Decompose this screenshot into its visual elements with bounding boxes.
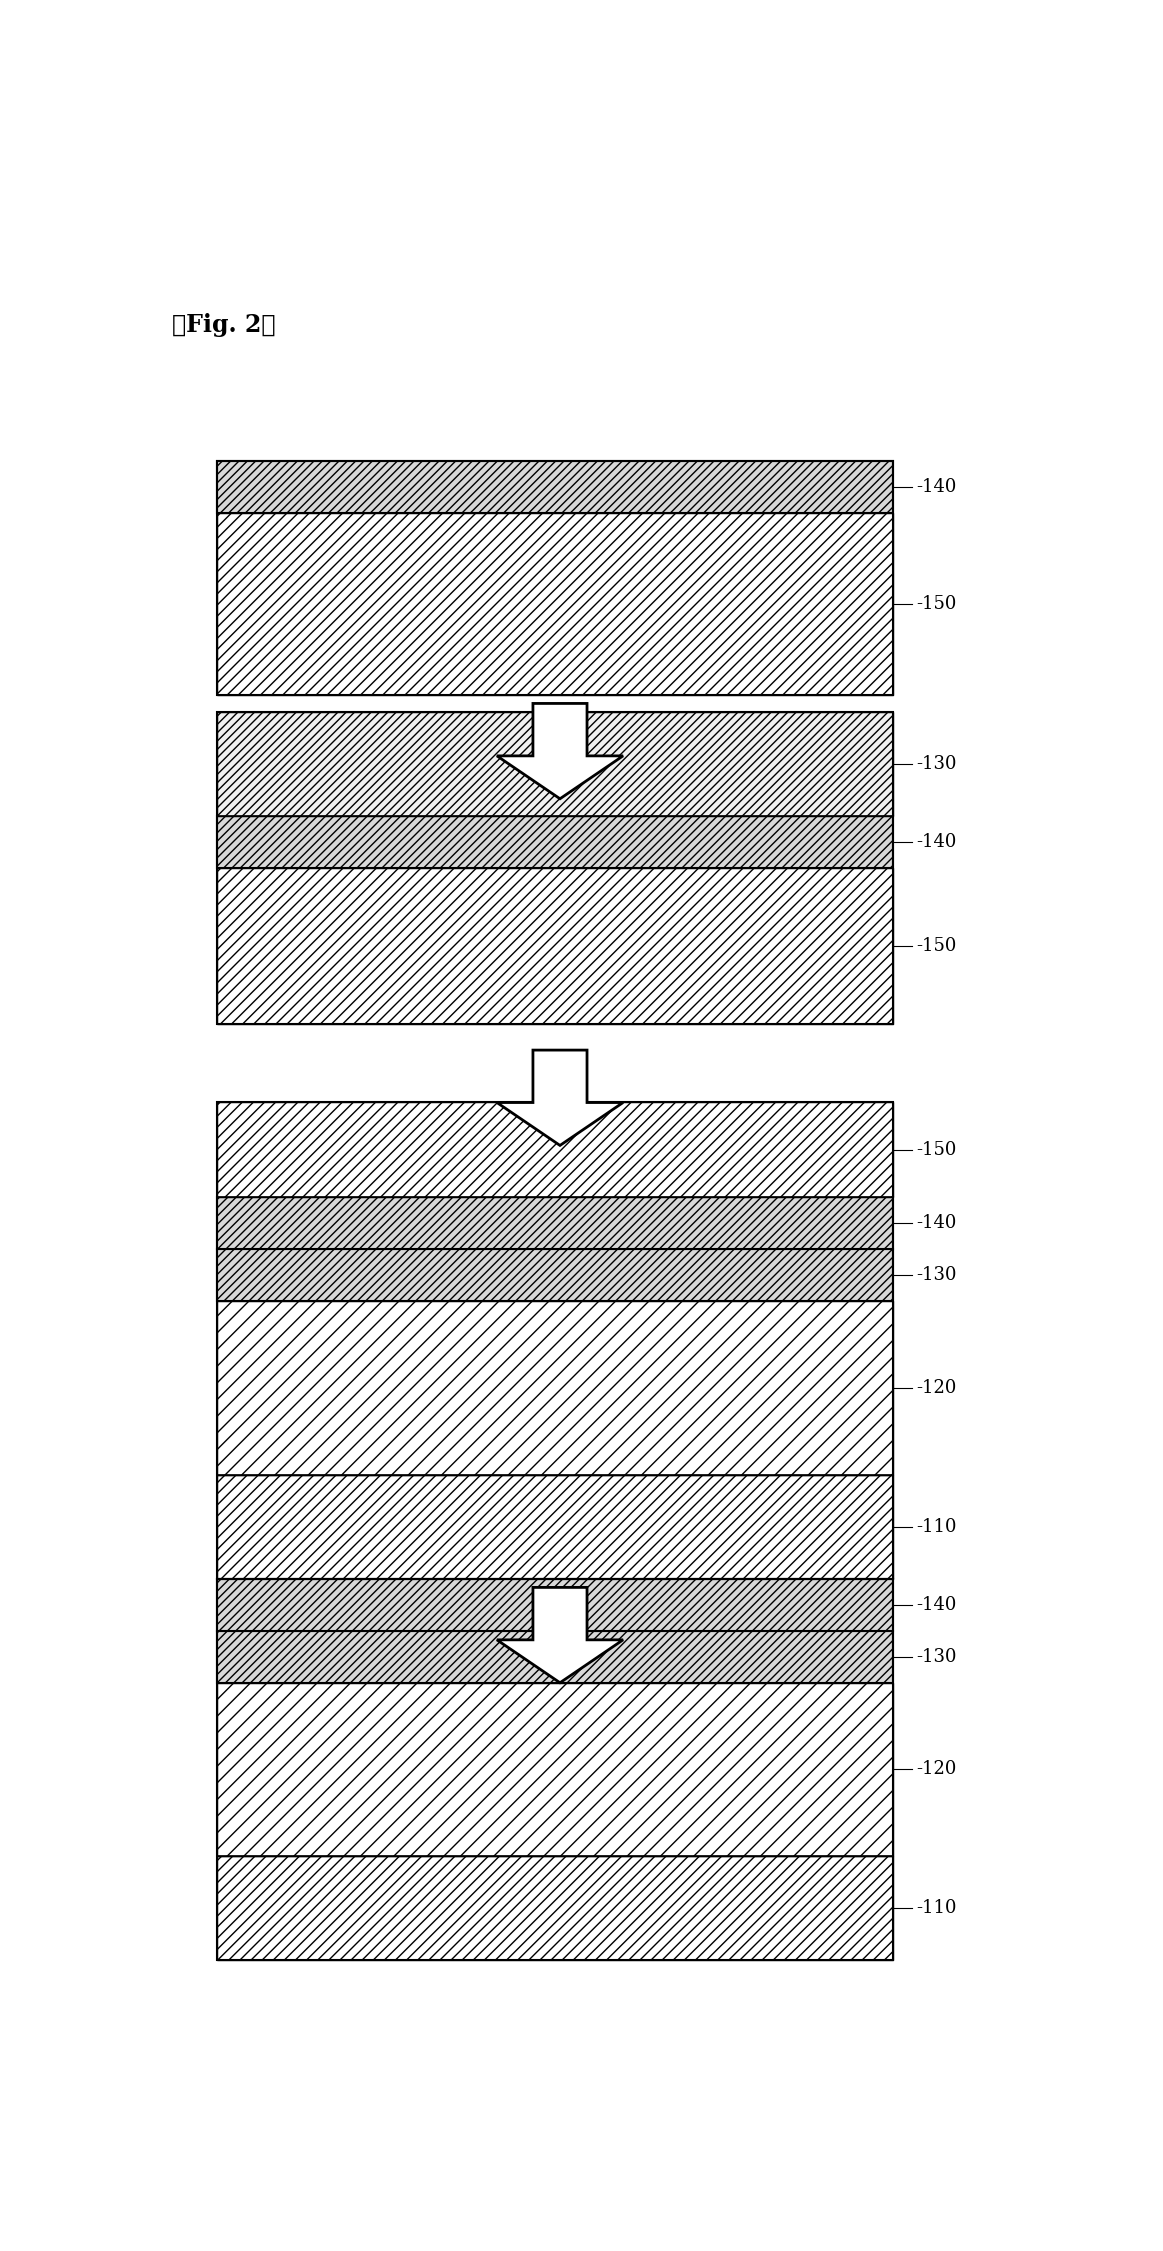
Text: -130: -130 bbox=[916, 754, 956, 772]
Text: -110: -110 bbox=[916, 1517, 956, 1535]
Bar bbox=[217, 817, 893, 869]
Bar bbox=[217, 1578, 893, 1630]
Text: -130: -130 bbox=[916, 1648, 956, 1666]
Bar bbox=[217, 1474, 893, 1578]
Bar bbox=[217, 513, 893, 696]
Bar bbox=[217, 461, 893, 696]
Text: -120: -120 bbox=[916, 1760, 956, 1778]
Bar bbox=[217, 1301, 893, 1474]
Bar bbox=[217, 711, 893, 1024]
Text: -110: -110 bbox=[916, 1900, 956, 1918]
Text: -130: -130 bbox=[916, 1267, 956, 1285]
Bar bbox=[217, 1857, 893, 1961]
Text: -150: -150 bbox=[916, 1141, 956, 1159]
Bar bbox=[217, 1198, 893, 1249]
Polygon shape bbox=[497, 702, 623, 799]
Polygon shape bbox=[497, 1587, 623, 1684]
Bar bbox=[217, 1103, 893, 1198]
Bar bbox=[217, 461, 893, 513]
Bar bbox=[217, 1103, 893, 1578]
Text: -140: -140 bbox=[916, 1216, 956, 1231]
Bar bbox=[217, 711, 893, 817]
Polygon shape bbox=[497, 1049, 623, 1146]
Text: -140: -140 bbox=[916, 833, 956, 851]
Text: 』Fig. 2】: 』Fig. 2】 bbox=[172, 313, 276, 338]
Text: -120: -120 bbox=[916, 1380, 956, 1398]
Bar bbox=[217, 1630, 893, 1684]
Bar bbox=[217, 869, 893, 1024]
Text: -140: -140 bbox=[916, 477, 956, 495]
Text: -150: -150 bbox=[916, 936, 956, 954]
Bar bbox=[217, 1249, 893, 1301]
Bar bbox=[217, 1578, 893, 1961]
Text: -140: -140 bbox=[916, 1596, 956, 1614]
Bar bbox=[217, 1684, 893, 1857]
Text: -150: -150 bbox=[916, 594, 956, 612]
